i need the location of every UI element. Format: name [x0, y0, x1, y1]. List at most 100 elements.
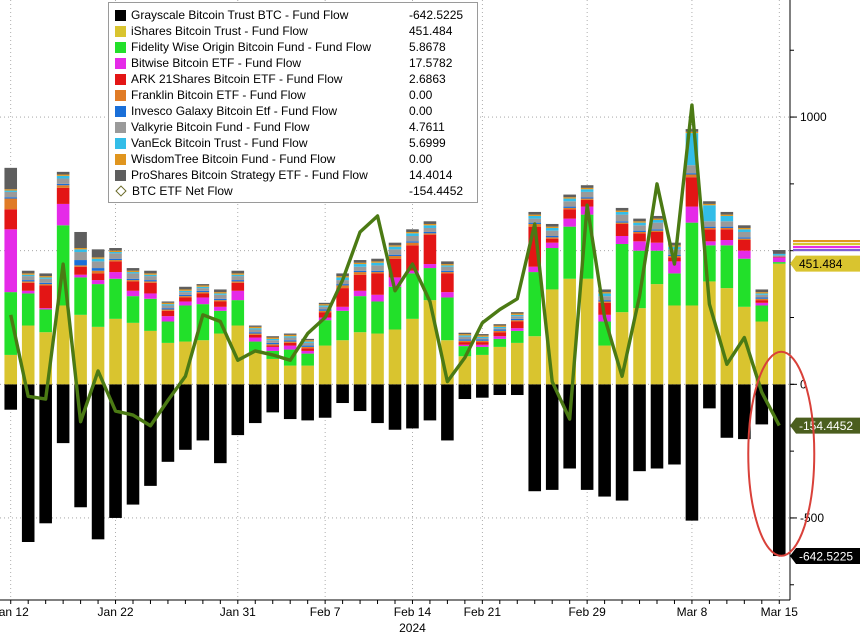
legend-label: Fidelity Wise Origin Bitcoin Fund - Fund…	[131, 40, 372, 54]
bar-segment	[126, 290, 140, 297]
bar-segment	[598, 296, 611, 301]
legend-label: ARK 21Shares Bitcoin ETF - Fund Flow	[131, 72, 343, 86]
bar-segment	[4, 209, 18, 230]
bar-segment	[650, 230, 664, 232]
bar-segment	[74, 314, 87, 385]
legend-value: 17.5782	[409, 56, 453, 70]
bar-segment	[510, 313, 524, 315]
bar-segment	[633, 230, 646, 232]
bar-segment	[720, 221, 734, 227]
bar-segment	[406, 242, 419, 246]
bar-segment	[388, 242, 402, 246]
legend-entry: ProShares Bitcoin Strategy ETF - Fund Fl…	[115, 167, 471, 183]
bar-segment	[4, 292, 18, 355]
bar-segment	[423, 264, 437, 269]
bar-segment	[685, 177, 699, 207]
bar-segment	[214, 293, 227, 295]
bar-segment	[441, 272, 454, 274]
bar-segment	[441, 297, 454, 341]
bar-segment	[74, 266, 87, 275]
bar-segment	[39, 282, 52, 285]
bar-segment	[39, 284, 52, 286]
bar-segment	[510, 328, 524, 331]
bar-segment	[371, 384, 384, 424]
bar-segment	[598, 345, 611, 385]
bar-segment	[685, 131, 699, 134]
bar-segment	[650, 242, 664, 251]
bar-segment	[510, 330, 524, 343]
value-tag-bg	[790, 417, 860, 434]
bar-segment	[423, 233, 437, 235]
bar-segment	[301, 346, 314, 349]
legend-value: 4.7611	[409, 120, 445, 134]
bar-segment	[668, 245, 681, 247]
bar-segment	[510, 312, 524, 314]
bar-segment	[703, 221, 716, 227]
bar-segment	[476, 384, 489, 398]
bar-segment	[266, 338, 280, 341]
bar-segment	[39, 384, 52, 524]
bar-segment	[21, 384, 35, 543]
bar-segment	[179, 341, 192, 385]
bar-segment	[441, 266, 454, 271]
tag-strip	[793, 249, 860, 252]
bar-segment	[685, 165, 699, 174]
bar-segment	[126, 270, 140, 273]
bar-segment	[74, 265, 87, 267]
bar-segment	[703, 201, 716, 204]
bar-segment	[615, 221, 629, 223]
bar-segment	[21, 270, 35, 274]
bar-segment	[39, 276, 52, 278]
bar-segment	[74, 277, 87, 315]
bar-segment	[510, 314, 524, 317]
bar-segment	[39, 278, 52, 283]
bar-segment	[74, 249, 87, 253]
bar-segment	[283, 336, 297, 338]
bar-segment	[371, 333, 384, 385]
bar-segment	[720, 288, 734, 385]
bar-segment	[179, 301, 192, 306]
bar-segment	[703, 281, 716, 385]
bar-segment	[179, 305, 192, 342]
legend-value: 0.00	[409, 104, 433, 118]
bar-segment	[353, 266, 367, 271]
y-tick-label: 1000	[800, 110, 827, 124]
bar-segment	[248, 329, 262, 333]
bar-segment	[248, 352, 262, 385]
legend: Grayscale Bitcoin Trust BTC - Fund Flow -…	[108, 2, 478, 203]
bar-segment	[406, 245, 419, 271]
x-tick-label: Jan 12	[0, 605, 29, 619]
bar-segment	[56, 175, 70, 179]
bar-segment	[476, 336, 489, 339]
bar-segment	[580, 191, 594, 198]
bar-segment	[563, 209, 576, 219]
bar-segment	[563, 218, 576, 227]
bar-segment	[126, 384, 140, 505]
bar-segment	[476, 338, 489, 340]
bar-segment	[685, 129, 699, 132]
bar-segment	[301, 341, 314, 343]
bar-segment	[283, 365, 297, 385]
bar-segment	[703, 241, 716, 246]
bar-segment	[231, 290, 245, 301]
bar-segment	[563, 194, 576, 198]
bar-segment	[21, 293, 35, 326]
bar-segment	[196, 288, 210, 291]
legend-swatch	[115, 153, 126, 165]
bar-segment	[214, 301, 227, 307]
bar-segment	[738, 258, 751, 307]
bar-segment	[720, 229, 734, 240]
bar-segment	[214, 306, 227, 311]
legend-value: 5.6999	[409, 136, 446, 150]
bar-segment	[703, 226, 716, 228]
bar-segment	[493, 330, 507, 333]
bar-segment	[4, 197, 18, 199]
bar-segment	[615, 384, 629, 501]
bar-segment	[301, 340, 314, 342]
bar-segment	[423, 384, 437, 421]
bar-segment	[4, 198, 18, 210]
bar-segment	[109, 248, 122, 251]
bar-segment	[755, 289, 769, 293]
y-tick-label: 0	[800, 377, 807, 391]
bar-segment	[56, 171, 70, 175]
